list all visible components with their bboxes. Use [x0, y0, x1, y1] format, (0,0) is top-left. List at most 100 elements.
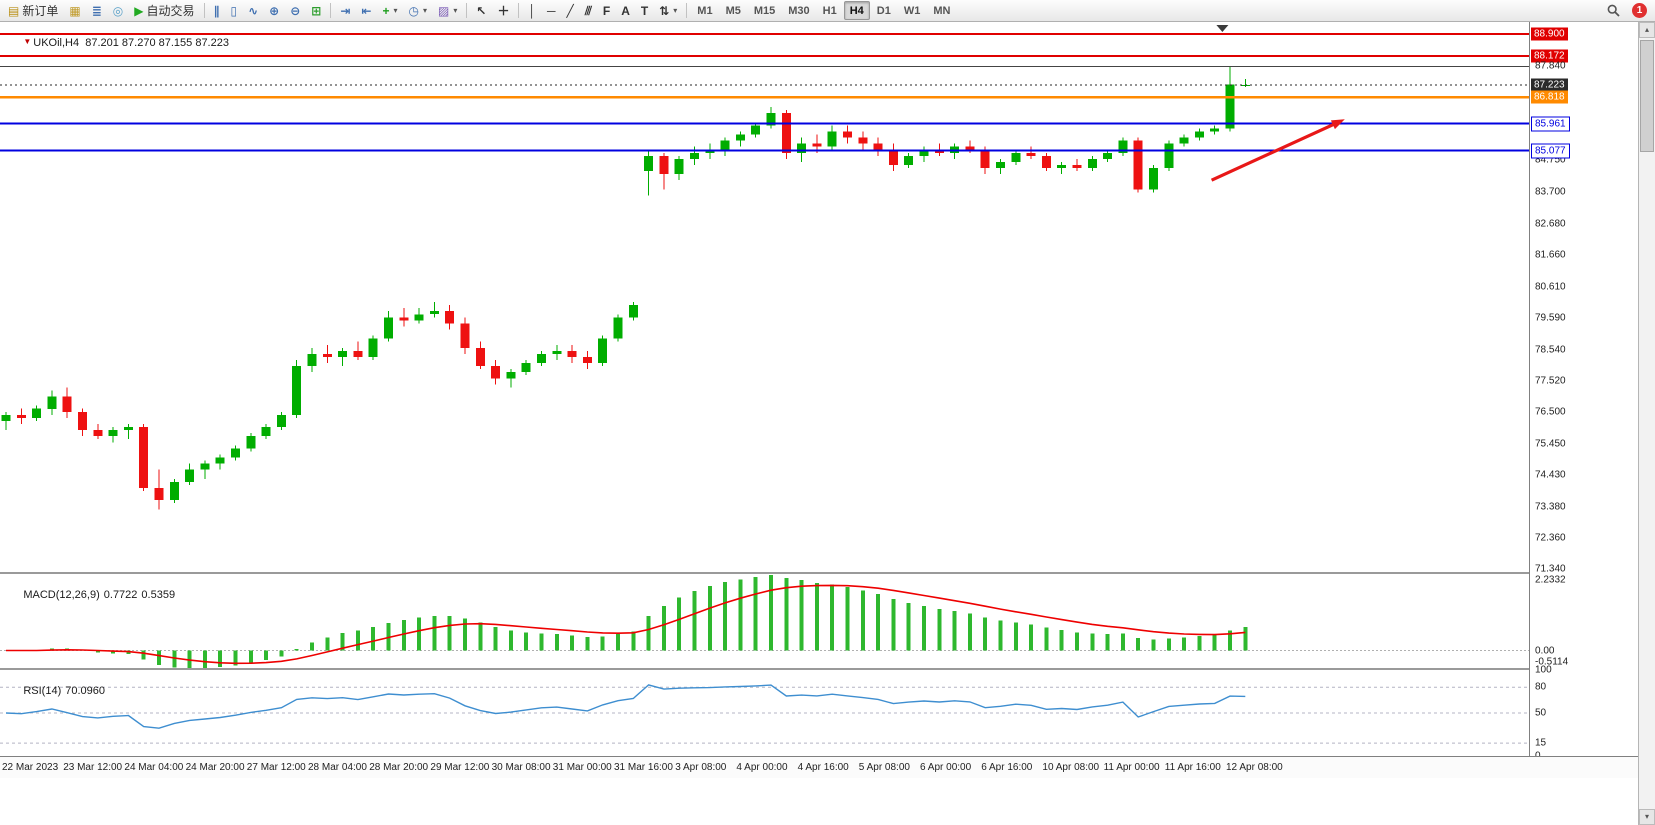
new-order-button[interactable]: ▤ 新订单 — [3, 1, 63, 20]
time-axis-label: 29 Mar 12:00 — [430, 762, 490, 773]
time-axis-label: 11 Apr 00:00 — [1103, 762, 1160, 773]
price-line-badge: 85.077 — [1531, 143, 1570, 158]
panel-splitter[interactable] — [0, 668, 1655, 670]
timeframe-m1-button[interactable]: M1 — [697, 4, 713, 17]
chart-shift-button[interactable]: ⇤ — [356, 1, 376, 20]
timeframe-d1-button[interactable]: D1 — [876, 4, 891, 17]
vertical-line-icon: │ — [528, 3, 536, 18]
candlestick-series — [1, 66, 1250, 510]
price-tick-label: 82.680 — [1535, 218, 1566, 229]
zoom-out-icon: ⊖ — [290, 3, 301, 18]
timeframe-m30-button[interactable]: M30 — [788, 4, 810, 17]
symbol-ohlc-text: UKOil,H4 87.201 87.270 87.155 87.223 — [33, 37, 229, 49]
tile-windows-button[interactable]: ⊞ — [306, 1, 326, 20]
indicators-button[interactable]: + ▾ — [377, 1, 402, 20]
timeframe-w1-button[interactable]: W1 — [903, 4, 921, 17]
search-button[interactable] — [1602, 1, 1625, 20]
rsi-scale-label: 80 — [1535, 681, 1547, 693]
price-tick-label: 74.430 — [1535, 469, 1566, 481]
symbol-ohlc-label: ▼ UKOil,H4 87.201 87.270 87.155 87.223 — [5, 25, 233, 61]
auto-scroll-button[interactable]: ⇥ — [335, 1, 355, 20]
price-tick-label: 83.700 — [1535, 186, 1566, 198]
price-tick-label: 79.590 — [1535, 312, 1566, 324]
price-line-badge: 88.900 — [1531, 27, 1568, 41]
chart-shift-marker-icon[interactable] — [1216, 25, 1229, 32]
zoom-in-button[interactable]: ⊕ — [264, 1, 284, 20]
time-axis-label: 12 Apr 08:00 — [1226, 762, 1283, 773]
time-axis-label: 27 Mar 12:00 — [246, 762, 306, 773]
chevron-down-icon[interactable]: ▾ — [673, 6, 678, 15]
notification-badge[interactable]: 1 — [1632, 3, 1647, 18]
macd-histogram — [19, 575, 1248, 668]
crosshair-icon: ＋ — [497, 3, 510, 18]
new-chart-button[interactable]: ▦ — [64, 1, 85, 20]
arrows-button[interactable]: ⇅ ▾ — [654, 1, 682, 20]
scroll-down-button[interactable]: ▾ — [1639, 809, 1655, 825]
price-scale[interactable]: 85.77084.75083.70082.68081.66080.61079.5… — [1529, 22, 1638, 762]
time-axis-label: 22 Mar 2023 — [2, 762, 59, 773]
chevron-down-icon[interactable]: ▾ — [393, 6, 398, 15]
crosshair-button[interactable]: ＋ — [492, 1, 514, 20]
line-chart-button[interactable]: ∿ — [243, 1, 263, 20]
candlestick-chart-icon: ▯ — [230, 3, 238, 18]
market-watch-button[interactable]: ≣ — [87, 1, 107, 20]
templates-button[interactable]: ▨ ▾ — [433, 1, 462, 20]
vertical-scrollbar[interactable]: ▴ ▾ — [1638, 22, 1655, 825]
rsi-label: RSI(14) 70.0960 — [5, 673, 109, 709]
zoom-out-button[interactable]: ⊖ — [285, 1, 305, 20]
price-tick-label: 87.840 — [1535, 60, 1566, 72]
auto-trading-button[interactable]: ▶ 自动交易 — [129, 1, 199, 20]
navigator-button[interactable]: ◎ — [108, 1, 128, 20]
scrollbar-thumb[interactable] — [1640, 40, 1654, 152]
price-chart-canvas[interactable] — [0, 22, 1529, 572]
chevron-down-icon[interactable]: ▾ — [423, 6, 428, 15]
macd-scale-label: -0.5114 — [1535, 656, 1569, 668]
trendline-icon: ╱ — [566, 3, 574, 18]
time-axis-label: 5 Apr 08:00 — [858, 762, 910, 773]
scroll-up-button[interactable]: ▴ — [1639, 22, 1655, 38]
horizontal-line-button[interactable]: ─ — [542, 1, 561, 20]
timeframe-h1-button[interactable]: H1 — [822, 4, 837, 17]
text-button[interactable]: A — [616, 1, 635, 20]
fibonacci-icon: F — [602, 3, 611, 18]
macd-scale-label: 0.00 — [1535, 645, 1555, 656]
vertical-line-button[interactable]: │ — [523, 1, 541, 20]
candlestick-chart-button[interactable]: ▯ — [226, 1, 243, 20]
equidistant-channel-button[interactable]: ⫻ — [580, 1, 597, 20]
periods-button[interactable]: ◷ ▾ — [404, 1, 433, 20]
auto-trading-button-label: 自动交易 — [146, 4, 195, 18]
time-axis-label: 4 Apr 16:00 — [797, 762, 849, 773]
macd-panel[interactable]: MACD(12,26,9) 0.7722 0.5359 — [0, 574, 1529, 668]
time-axis-label: 11 Apr 16:00 — [1164, 762, 1221, 773]
timeframe-m15-button[interactable]: M15 — [753, 4, 776, 17]
price-tick-label: 80.610 — [1535, 281, 1566, 293]
text-label-button[interactable]: T — [636, 1, 653, 20]
time-axis-label: 23 Mar 12:00 — [63, 762, 123, 773]
macd-signal-line — [6, 584, 1246, 665]
fibonacci-button[interactable]: F — [598, 1, 615, 20]
time-axis-label: 3 Apr 08:00 — [675, 762, 727, 773]
rsi-scale-label: 100 — [1535, 664, 1552, 676]
bar-chart-button[interactable]: ∥ — [209, 1, 225, 20]
cursor-button[interactable]: ↖ — [471, 1, 491, 20]
timeframe-m5-button[interactable]: M5 — [725, 4, 741, 17]
time-axis[interactable]: 22 Mar 2023 23 Mar 12:00 24 Mar 04:00 24 Ma… — [0, 756, 1655, 778]
timeframe-mn-button[interactable]: MN — [933, 4, 951, 17]
rsi-panel[interactable]: RSI(14) 70.0960 — [0, 670, 1529, 756]
panel-splitter[interactable] — [0, 572, 1655, 574]
timeframe-h4-button[interactable]: H4 — [843, 1, 870, 20]
cursor-icon: ↖ — [476, 3, 487, 18]
horizontal-line-icon: ─ — [546, 3, 556, 18]
arrows-icon: ⇅ — [659, 3, 670, 18]
rsi-name: RSI(14) — [23, 685, 62, 697]
price-tick-label: 81.660 — [1535, 249, 1566, 261]
channel-icon: ⫻ — [584, 3, 592, 18]
time-axis-label: 6 Apr 00:00 — [920, 762, 972, 773]
macd-value-signal: 0.5359 — [141, 589, 176, 601]
trendline-button[interactable]: ╱ — [561, 1, 578, 20]
chevron-down-icon[interactable]: ▾ — [453, 6, 458, 15]
time-axis-label: 28 Mar 04:00 — [308, 762, 367, 773]
macd-scale-label: 2.2332 — [1535, 574, 1566, 586]
trend-arrow-annotation[interactable] — [1210, 119, 1345, 182]
price-chart-panel[interactable]: ▼ UKOil,H4 87.201 87.270 87.155 87.223 — [0, 22, 1529, 572]
